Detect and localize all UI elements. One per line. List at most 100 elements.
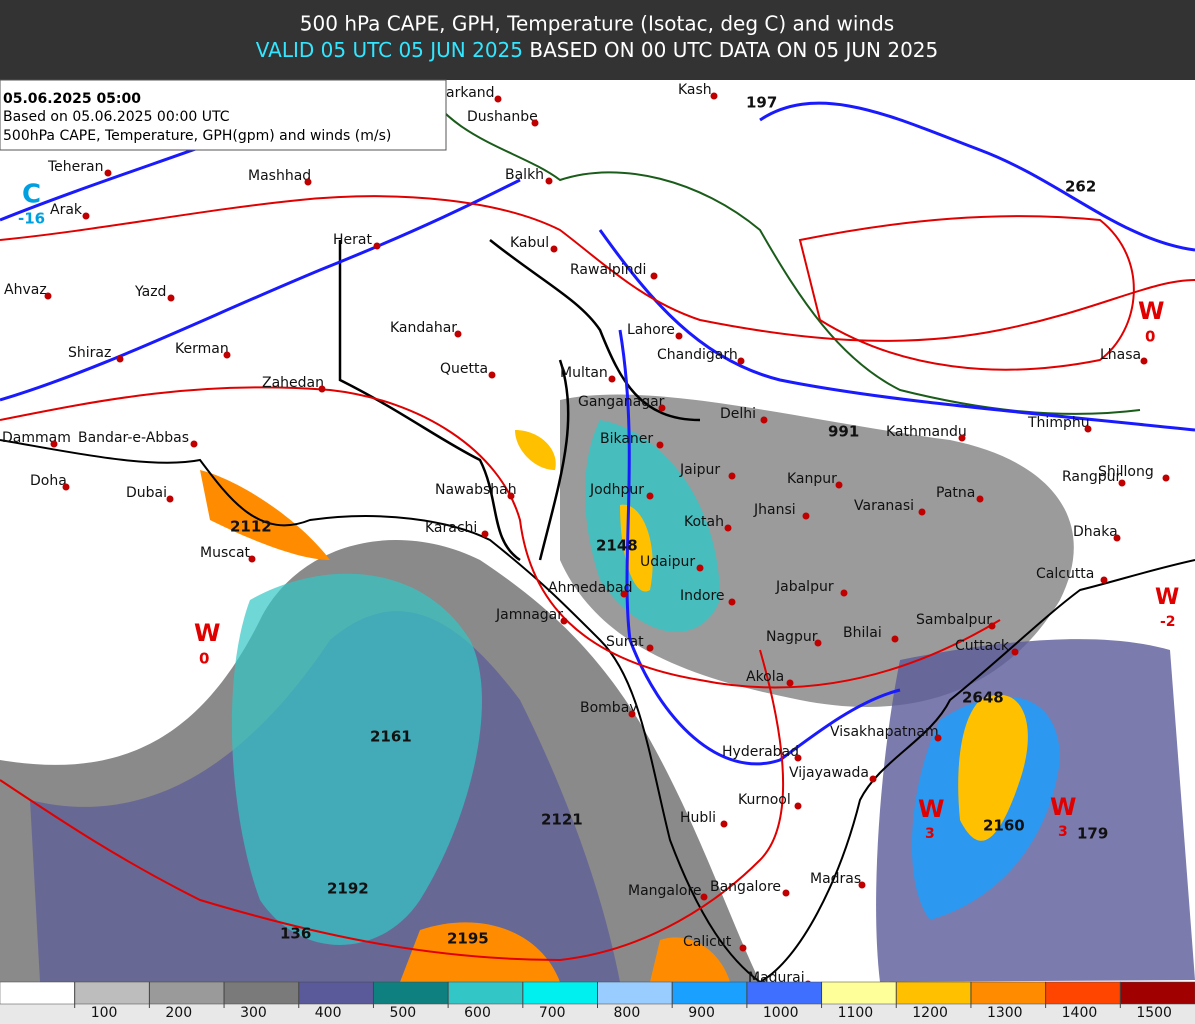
gph-label: 2192 [327, 880, 369, 898]
gph-label: 2160 [983, 817, 1025, 835]
cape-area [200, 470, 330, 560]
colorbar-segment [223, 981, 299, 1005]
city-dot [1162, 474, 1170, 482]
city-dot [840, 589, 848, 597]
city-label: Calcutta [1036, 566, 1094, 582]
city-label: Jaipur [679, 462, 720, 478]
city-label: Shillong [1098, 464, 1154, 480]
city-label: Bombay [580, 700, 638, 716]
city-dot [373, 242, 381, 250]
city-dot [794, 754, 802, 762]
colorbar-segment [298, 981, 374, 1005]
pressure-center: W [1155, 585, 1179, 610]
city-dot [891, 635, 899, 643]
city-label: arkand [446, 85, 495, 101]
city-label: Rawalpindi [570, 262, 646, 278]
colorbar-label: 300 [240, 1005, 267, 1021]
city-dot [82, 212, 90, 220]
colorbar-segment [1045, 981, 1121, 1005]
city-dot [646, 492, 654, 500]
colorbar-label: 1200 [912, 1005, 948, 1021]
city-dot [675, 332, 683, 340]
colorbar-segment [373, 981, 449, 1005]
city-label: Vijayawada [789, 765, 869, 781]
city-dot [488, 371, 496, 379]
cape-area [958, 694, 1028, 841]
city-dot [1140, 357, 1148, 365]
city-label: Akola [746, 669, 784, 685]
colorbar-label: 1000 [763, 1005, 799, 1021]
city-label: Ganganagar [578, 394, 665, 410]
pressure-center: W [194, 619, 220, 647]
cape-area [515, 430, 556, 470]
pressure-center: 3 [1058, 824, 1068, 840]
gph-label: 2121 [541, 811, 583, 829]
gph-label: 136 [280, 925, 311, 943]
city-label: Ahmedabad [548, 580, 633, 596]
city-label: Arak [50, 202, 83, 218]
colorbar-segment [597, 981, 673, 1005]
pressure-center: -2 [1160, 614, 1176, 630]
city-label: Herat [333, 232, 372, 248]
city-dot [1100, 576, 1108, 584]
colorbar-segment [671, 981, 748, 1005]
city-label: Doha [30, 473, 67, 489]
border [338, 239, 701, 562]
colorbar-label: 1400 [1062, 1005, 1098, 1021]
colorbar-label: 700 [539, 1005, 566, 1021]
city-dot [248, 555, 256, 563]
city-dot [737, 357, 745, 365]
city-label: Bikaner [600, 431, 653, 447]
city-dot [116, 355, 124, 363]
city-dot [608, 375, 616, 383]
city-dot [531, 119, 539, 127]
city-label: Dhaka [1073, 524, 1118, 540]
city-dot [620, 590, 628, 598]
city-dot [507, 492, 515, 500]
city-dot [62, 483, 70, 491]
gph-label: 2161 [370, 728, 412, 746]
city-label: Bangalore [710, 879, 781, 895]
city-dot [786, 679, 794, 687]
city-dot [728, 472, 736, 480]
colorbar-segment [447, 981, 524, 1005]
border [419, 79, 1141, 415]
cape-area [650, 937, 730, 982]
city-dot [646, 644, 654, 652]
city-label: Karachi [425, 520, 477, 536]
city-dot [760, 416, 768, 424]
city-label: Dushanbe [467, 109, 538, 125]
gph-label: 2195 [447, 930, 489, 948]
colorbar-segment [522, 981, 598, 1005]
city-label: Indore [680, 588, 725, 604]
map-labels: Teheran Arak Mashhad Herat Yazd Ahvaz Shiraz Ke… [2, 82, 1179, 988]
city-dot [481, 530, 489, 538]
city-label: Calicut [683, 934, 732, 950]
city-label: Thimphu [1027, 415, 1090, 431]
city-label: Kanpur [787, 471, 837, 487]
gph-contour [0, 178, 521, 402]
valid-time: VALID 05 UTC 05 JUN 2025 [256, 38, 523, 62]
city-label: Zahedan [262, 375, 324, 391]
pressure-center: -16 [18, 210, 45, 228]
colorbar-label: 1100 [838, 1005, 874, 1021]
colorbar-segment [149, 981, 225, 1005]
header-title: 500 hPa CAPE, GPH, Temperature (Isotac, … [300, 12, 894, 36]
city-label: Chandigarh [657, 347, 738, 363]
base-time: BASED ON 00 UTC DATA ON 05 JUN 2025 [529, 38, 938, 62]
colorbar-label: 800 [614, 1005, 641, 1021]
header-subtitle: VALID 05 UTC 05 JUN 2025 BASED ON 00 UTC… [256, 38, 939, 62]
city-label: Kerman [175, 341, 229, 357]
city-label: Lahore [627, 322, 675, 338]
city-dot [802, 512, 810, 520]
city-dot [550, 245, 558, 253]
city-dot [794, 802, 802, 810]
city-label: Nagpur [766, 629, 818, 645]
city-dot [728, 598, 736, 606]
city-dot [858, 881, 866, 889]
city-dot [167, 294, 175, 302]
colorbar-label: 200 [165, 1005, 192, 1021]
city-label: Muscat [200, 545, 251, 561]
city-label: Bhilai [843, 625, 882, 641]
